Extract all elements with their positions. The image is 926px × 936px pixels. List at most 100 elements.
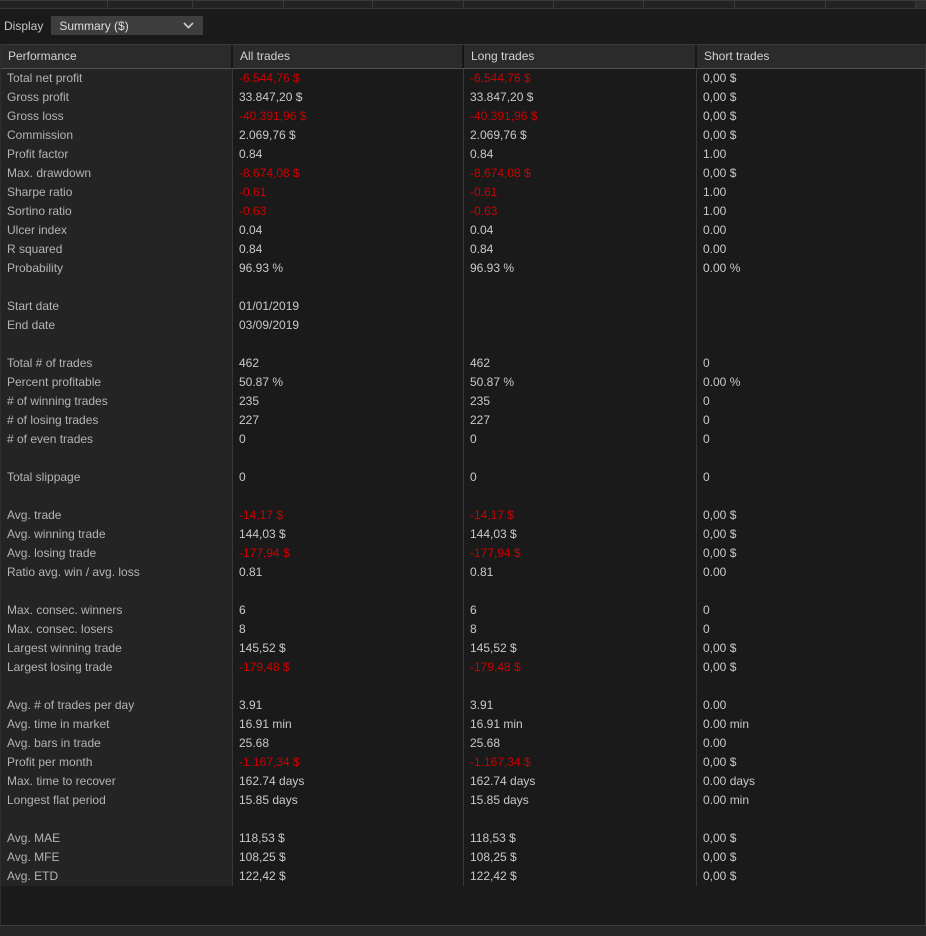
metric-value: 0,00 $ xyxy=(703,869,737,883)
metric-value xyxy=(464,582,697,601)
metric-value: 0,00 $ xyxy=(703,831,737,845)
metric-value: 108,25 $ xyxy=(464,848,697,867)
table-row xyxy=(1,449,925,468)
table-row: Avg. MFE 108,25 $108,25 $0,00 $ xyxy=(1,848,925,867)
grid-header-cell xyxy=(464,1,554,8)
metric-value: 0,00 $ xyxy=(703,755,737,769)
metric-value: 15.85 days xyxy=(464,791,697,810)
grid-header-cell xyxy=(0,1,108,8)
display-dropdown[interactable]: Summary ($) xyxy=(51,16,204,35)
metric-value: 0.81 xyxy=(464,563,697,582)
metric-value: 122,42 $ xyxy=(464,867,697,886)
cropped-grid-header-row xyxy=(0,0,926,9)
metric-label: Avg. bars in trade xyxy=(1,734,233,753)
metric-label: Longest flat period xyxy=(1,791,233,810)
metric-value: 3.91 xyxy=(464,696,697,715)
metric-value xyxy=(697,335,925,354)
metric-value: 0 xyxy=(464,468,697,487)
metric-value: 0 xyxy=(703,470,710,484)
metric-label: Max. consec. winners xyxy=(1,601,233,620)
metric-value: 0,00 $ xyxy=(703,850,737,864)
metric-value xyxy=(464,316,697,335)
metric-label: # of winning trades xyxy=(1,392,233,411)
metric-value: 0.00 min xyxy=(703,793,750,807)
metric-value: -14,17 $ xyxy=(233,506,464,525)
metric-label: # of losing trades xyxy=(1,411,233,430)
grid-header-cell xyxy=(644,1,735,8)
table-row: Avg. # of trades per day 3.91 3.91 0.00 xyxy=(1,696,925,715)
metric-value: 6 xyxy=(464,601,697,620)
metric-label xyxy=(1,810,233,829)
metric-label xyxy=(1,278,233,297)
metric-value xyxy=(697,449,925,468)
table-row: Start date 01/01/2019 xyxy=(1,297,925,316)
grid-header-cell xyxy=(735,1,826,8)
metric-value xyxy=(464,810,697,829)
metric-label xyxy=(1,335,233,354)
column-header-short-trades: Short trades xyxy=(704,49,770,63)
metric-value: 0.84 xyxy=(464,240,697,259)
metric-value: 2.069,76 $ xyxy=(233,126,464,145)
metric-value: -0.63 xyxy=(233,202,464,221)
grid-header-cell xyxy=(193,1,284,8)
metric-label: R squared xyxy=(1,240,233,259)
table-row: Avg. time in market 16.91 min 16.91 min 0.0… xyxy=(1,715,925,734)
table-body: Total net profit -6.544,76 $ -6.544,76 $0,… xyxy=(1,69,925,886)
table-row: Sortino ratio -0.63 -0.63 1.00 xyxy=(1,202,925,221)
table-row xyxy=(1,335,925,354)
metric-value xyxy=(464,278,697,297)
grid-header-cell xyxy=(554,1,644,8)
table-row: Profit per month -1.167,34 $ -1.167,34 $0,… xyxy=(1,753,925,772)
metric-value: 0.00 xyxy=(703,736,727,750)
table-row: Avg. losing trade -177,94 $ -177,94 $0,00 … xyxy=(1,544,925,563)
metric-value: 162.74 days xyxy=(233,772,464,791)
table-row: Gross loss -40.391,96 $ -40.391,96 $0,00 $ xyxy=(1,107,925,126)
metric-label: Avg. trade xyxy=(1,506,233,525)
metric-value: 0,00 $ xyxy=(703,166,737,180)
table-row: Max. time to recover 162.74 days 162.74 da… xyxy=(1,772,925,791)
table-row: End date 03/09/2019 xyxy=(1,316,925,335)
table-row: Ulcer index 0.04 0.04 0.00 xyxy=(1,221,925,240)
metric-value: 235 xyxy=(233,392,464,411)
metric-value: 1.00 xyxy=(703,185,727,199)
metric-value xyxy=(464,297,697,316)
table-row: R squared 0.84 0.84 0.00 xyxy=(1,240,925,259)
metric-value: 0 xyxy=(703,432,710,446)
metric-label xyxy=(1,487,233,506)
metric-value: 0 xyxy=(233,430,464,449)
metric-value: 0,00 $ xyxy=(703,71,737,85)
metric-value: 0.00 xyxy=(703,698,727,712)
metric-value: 0.00 xyxy=(703,242,727,256)
metric-value: 0,00 $ xyxy=(703,546,737,560)
metric-value: 0.00 min xyxy=(703,717,750,731)
metric-value: 50.87 % xyxy=(464,373,697,392)
metric-value: 0,00 $ xyxy=(703,128,737,142)
table-row: Max. consec. losers 8 8 0 xyxy=(1,620,925,639)
column-header-all-trades: All trades xyxy=(233,45,464,68)
metric-value: -8.674,08 $ xyxy=(464,164,697,183)
metric-label: Gross profit xyxy=(1,88,233,107)
display-dropdown-value: Summary ($) xyxy=(59,18,129,33)
metric-value xyxy=(233,278,464,297)
table-row: Gross profit 33.847,20 $33.847,20 $0,00 $ xyxy=(1,88,925,107)
table-row: Probability 96.93 % 96.93 % 0.00 % xyxy=(1,259,925,278)
metric-label: Max. drawdown xyxy=(1,164,233,183)
table-row: Avg. MAE 118,53 $118,53 $0,00 $ xyxy=(1,829,925,848)
metric-label: Probability xyxy=(1,259,233,278)
metric-value: 227 xyxy=(233,411,464,430)
metric-value: 0 xyxy=(703,622,710,636)
metric-value: 16.91 min xyxy=(464,715,697,734)
metric-value: -0.63 xyxy=(464,202,697,221)
table-row: Total slippage 0 0 0 xyxy=(1,468,925,487)
metric-value: -177,94 $ xyxy=(233,544,464,563)
metric-value xyxy=(233,487,464,506)
metric-value: 6 xyxy=(233,601,464,620)
metric-value: 118,53 $ xyxy=(464,829,697,848)
metric-value: 144,03 $ xyxy=(464,525,697,544)
metric-value: 8 xyxy=(233,620,464,639)
metric-value xyxy=(697,297,925,316)
metric-value: 227 xyxy=(464,411,697,430)
table-row xyxy=(1,677,925,696)
table-row: Largest losing trade -179,48 $ -179,48 $0,… xyxy=(1,658,925,677)
metric-value: 0.00 xyxy=(703,223,727,237)
